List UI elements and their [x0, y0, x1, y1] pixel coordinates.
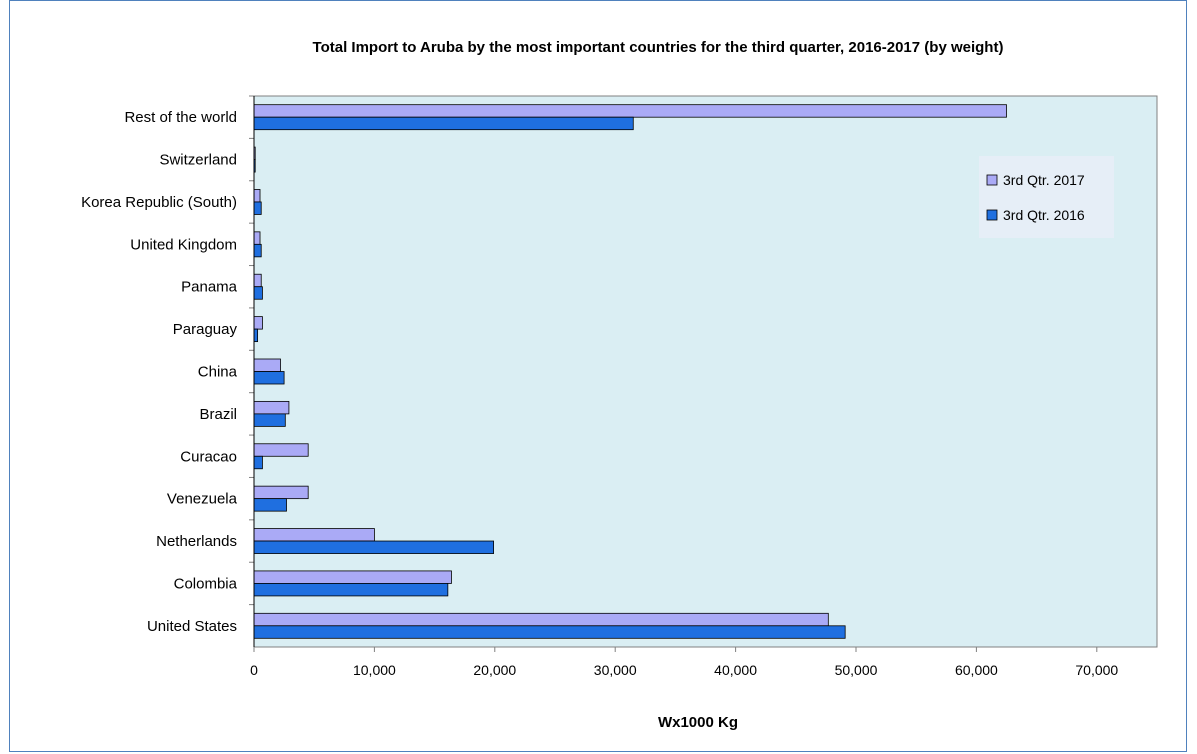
category-label: Rest of the world	[124, 109, 237, 126]
bar-2017-korea-republic-south-	[253, 189, 261, 203]
axis-layer	[249, 95, 1098, 652]
legend-label-2016: 3rd Qtr. 2016	[1003, 207, 1085, 223]
bar-2017-venezuela	[253, 485, 309, 500]
legend-swatch-2016	[986, 209, 998, 221]
category-label: Curacao	[180, 448, 237, 465]
bar-2017-united-kingdom	[253, 231, 261, 245]
legend: 3rd Qtr. 2017 3rd Qtr. 2016	[979, 156, 1114, 238]
bar-2017-china	[253, 358, 281, 372]
bar-2016-venezuela	[253, 498, 287, 512]
bar-2016-netherlands	[253, 540, 494, 554]
legend-swatch-2017	[986, 174, 998, 186]
category-label: United Kingdom	[130, 236, 237, 253]
category-label: Korea Republic (South)	[81, 194, 237, 211]
x-tick-label: 40,000	[714, 662, 757, 678]
category-label: Venezuela	[167, 491, 238, 508]
category-label: Colombia	[174, 575, 238, 592]
bar-2016-paraguay	[253, 328, 259, 343]
category-label: Switzerland	[159, 152, 237, 169]
legend-box	[979, 156, 1114, 238]
category-label: Paraguay	[173, 321, 238, 338]
bar-2017-curacao	[253, 443, 309, 457]
legend-label-2017: 3rd Qtr. 2017	[1003, 172, 1085, 188]
bar-2016-korea-republic-south-	[253, 201, 262, 215]
category-label: Panama	[181, 279, 238, 296]
bar-2017-united-states	[253, 612, 829, 627]
bars-layer	[253, 104, 1007, 639]
bar-2017-paraguay	[253, 316, 263, 330]
bar-2017-rest-of-the-world	[253, 104, 1007, 118]
bar-2016-china	[253, 371, 285, 385]
bar-2017-brazil	[253, 400, 290, 415]
bar-2016-panama	[253, 286, 263, 300]
bar-2016-curacao	[253, 455, 263, 470]
x-tick-label: 70,000	[1075, 662, 1118, 678]
category-label: Brazil	[199, 406, 237, 423]
labels-layer: United States Colombia Netherlands Venezuel…	[81, 109, 1118, 678]
x-tick-label: 0	[250, 662, 258, 678]
bar-2016-united-kingdom	[253, 243, 262, 258]
x-tick-label: 10,000	[353, 662, 396, 678]
chart-title: Total Import to Aruba by the most import…	[313, 39, 1004, 56]
x-tick-label: 20,000	[473, 662, 516, 678]
bar-2016-united-states	[253, 625, 846, 639]
x-tick-label: 30,000	[594, 662, 637, 678]
category-label: United States	[147, 618, 237, 635]
bar-2017-colombia	[253, 570, 452, 584]
bar-2017-panama	[253, 273, 262, 288]
bar-2017-netherlands	[253, 528, 375, 542]
category-label: Netherlands	[156, 533, 237, 550]
x-tick-label: 60,000	[955, 662, 998, 678]
bar-2016-colombia	[253, 583, 449, 597]
bar-2016-rest-of-the-world	[253, 116, 634, 131]
category-label: China	[198, 364, 238, 381]
bar-2016-brazil	[253, 413, 286, 427]
x-tick-label: 50,000	[835, 662, 878, 678]
x-axis-title: Wx1000 Kg	[658, 714, 738, 731]
